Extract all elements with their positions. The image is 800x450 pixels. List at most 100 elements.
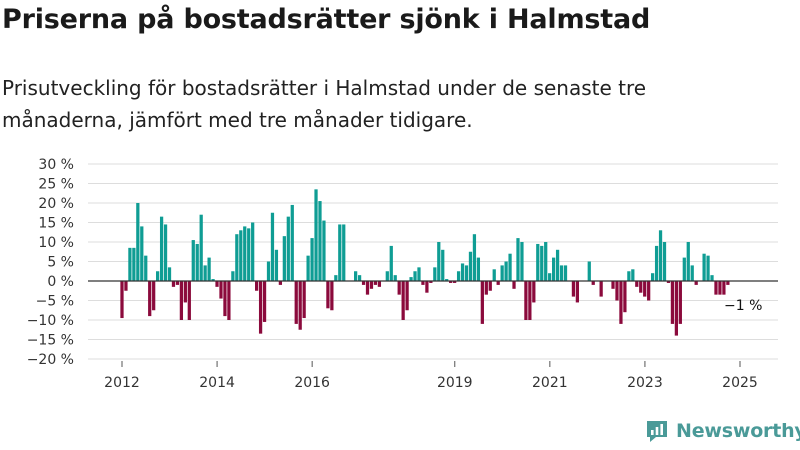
bar (397, 281, 401, 295)
bar (247, 228, 251, 281)
bar (385, 271, 389, 281)
bar (251, 222, 255, 281)
bar (227, 281, 231, 320)
bar (187, 281, 191, 320)
y-tick-label: −5 % (36, 294, 74, 310)
bar (175, 281, 180, 285)
bar (686, 242, 690, 281)
bar (674, 281, 679, 336)
bar (255, 281, 259, 291)
bar (223, 281, 227, 317)
y-tick-label: 15 % (38, 216, 74, 232)
bar (409, 277, 413, 281)
bar (500, 265, 504, 281)
bar (654, 245, 659, 281)
bar (555, 249, 560, 281)
bar (563, 265, 568, 281)
bar (342, 224, 346, 281)
bar (658, 230, 663, 281)
bar (357, 275, 362, 281)
bar (310, 238, 314, 281)
bar (575, 281, 580, 303)
bar (635, 281, 639, 287)
bar (690, 265, 694, 281)
bar (429, 281, 433, 283)
y-tick-label: −10 % (27, 313, 74, 329)
bar (615, 281, 619, 301)
bar (496, 281, 500, 285)
bar (682, 257, 686, 281)
bar (159, 216, 164, 281)
bar (559, 265, 564, 281)
bar (203, 265, 207, 281)
bar (520, 242, 524, 281)
bar (148, 281, 152, 317)
bar (670, 281, 675, 324)
bar (468, 251, 473, 281)
bar (433, 267, 437, 281)
bar (639, 281, 643, 293)
brand-logo: Newsworthy (644, 418, 800, 444)
bar (484, 281, 488, 295)
bar (274, 249, 279, 281)
newsworthy-logo-icon (647, 421, 667, 442)
bar (306, 255, 310, 281)
bar (231, 271, 235, 281)
bar (294, 281, 298, 324)
bar (361, 281, 366, 285)
bar (504, 261, 508, 281)
bar (627, 271, 631, 281)
bar (266, 261, 271, 281)
axes: 30 % 25 % 20 % 15 % 10 % 5 % 0 % −5 % −10 % −15 %… (27, 157, 778, 391)
bar (302, 281, 306, 319)
bar (235, 234, 239, 281)
bar (132, 247, 136, 281)
bar (441, 249, 445, 281)
bar (643, 281, 647, 297)
bar (445, 279, 449, 281)
bar (611, 281, 615, 289)
bar (163, 224, 168, 281)
bar (591, 281, 595, 285)
bar (258, 281, 263, 334)
bar (211, 279, 215, 281)
x-tick-label: 2019 (437, 375, 473, 391)
y-tick-label: 25 % (38, 177, 74, 193)
bar (128, 247, 132, 281)
bar (536, 243, 540, 281)
bar (191, 240, 195, 281)
bar (322, 220, 326, 281)
bar (453, 281, 457, 283)
bar (647, 281, 651, 301)
bar (207, 257, 211, 281)
bar (354, 271, 358, 281)
bar (152, 281, 156, 311)
y-tick-label: −20 % (27, 352, 74, 368)
bar (718, 281, 722, 295)
bar (623, 281, 627, 313)
x-tick-label: 2014 (199, 375, 235, 391)
bars (120, 189, 730, 336)
bar (456, 271, 461, 281)
bar (694, 281, 698, 285)
bar (571, 281, 576, 297)
bar (587, 261, 591, 281)
bar (722, 281, 726, 295)
bar (136, 203, 140, 281)
bar (631, 269, 635, 281)
bar (726, 281, 730, 285)
bar (243, 226, 247, 281)
latest-value-label: −1 % (724, 298, 762, 314)
bar (326, 281, 330, 309)
bar (476, 257, 481, 281)
y-tick-label: 5 % (47, 255, 74, 271)
bar (417, 267, 421, 281)
bar (449, 281, 453, 283)
bar (464, 265, 469, 281)
bar (512, 281, 516, 289)
annotations: −1 % (724, 298, 762, 314)
bar (472, 234, 477, 281)
bar (195, 243, 199, 281)
bar (199, 214, 203, 281)
